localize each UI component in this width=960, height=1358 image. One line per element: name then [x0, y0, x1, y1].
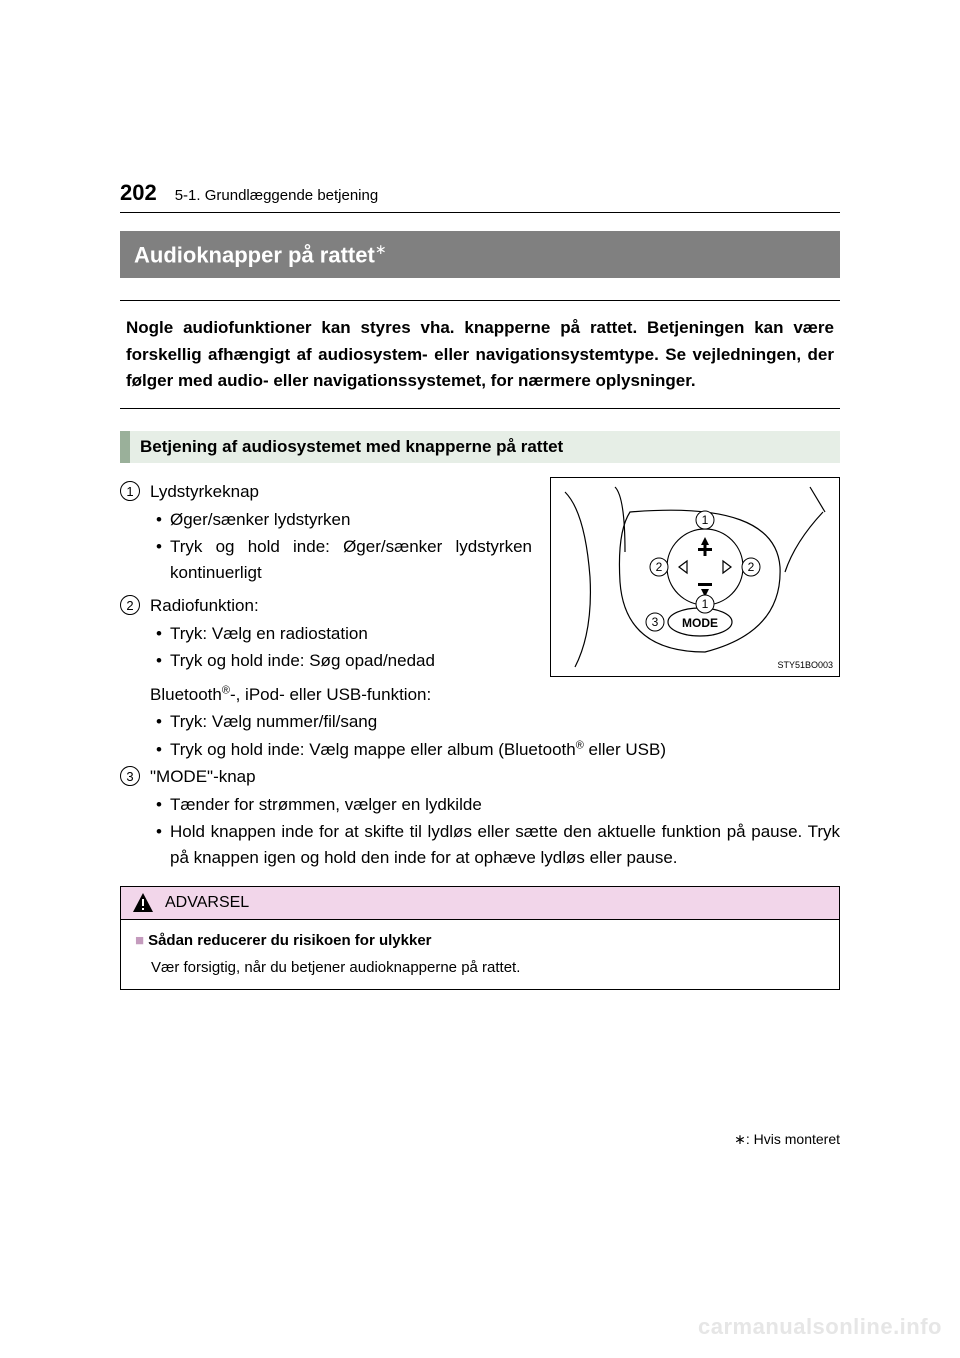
warning-head-text: ADVARSEL: [165, 891, 249, 915]
item-body: "MODE"-knap Tænder for strømmen, vælger …: [150, 764, 840, 872]
bullet: Tryk og hold inde: Øger/sænker lydstyrke…: [156, 534, 532, 585]
callout: 1: [702, 597, 709, 611]
footnote-text: : Hvis monteret: [746, 1131, 840, 1147]
item-label: Lydstyrkeknap: [150, 479, 532, 505]
bullet-list: Tryk: Vælg nummer/fil/sang Tryk og hold …: [150, 709, 840, 762]
bluetooth-block: Bluetooth®-, iPod- eller USB-funktion: T…: [150, 682, 840, 763]
page: 202 5-1. Grundlæggende betjening Audiokn…: [0, 0, 960, 1358]
title-text: Audioknapper på rattet: [134, 242, 375, 267]
warning-icon: [131, 891, 155, 915]
bt-b2b: eller USB): [584, 740, 666, 759]
bullet: Tænder for strømmen, vælger en lydkilde: [156, 792, 840, 818]
callout: 3: [652, 615, 659, 629]
body-area: 1 Lydstyrkeknap Øger/sænker lydstyrken T…: [120, 477, 840, 990]
title-marker: ∗: [375, 241, 387, 257]
mode-label: MODE: [682, 616, 718, 630]
subheading-text: Betjening af audiosystemet med knapperne…: [140, 437, 563, 456]
bullet-list: Tænder for strømmen, vælger en lydkilde …: [150, 792, 840, 871]
bullet: Tryk: Vælg en radiostation: [156, 621, 532, 647]
callout: 2: [656, 560, 663, 574]
figure-code: STY51BO003: [777, 659, 833, 673]
section-label: 5-1. Grundlæggende betjening: [175, 187, 378, 204]
footnote-marker: ∗: [734, 1131, 746, 1147]
item-body: Lydstyrkeknap Øger/sænker lydstyrken Try…: [150, 479, 532, 587]
registered-icon: ®: [222, 684, 230, 696]
item-label: "MODE"-knap: [150, 764, 840, 790]
warning-head: ADVARSEL: [121, 887, 839, 920]
bullet: Tryk: Vælg nummer/fil/sang: [156, 709, 840, 735]
circled-number: 1: [120, 481, 140, 501]
warning-body: ■Sådan reducerer du risikoen for ulykker…: [121, 920, 839, 989]
item-2: 2 Radiofunktion: Tryk: Vælg en radiostat…: [120, 593, 532, 676]
bullet: Tryk og hold inde: Vælg mappe eller albu…: [156, 737, 840, 763]
warning-box: ADVARSEL ■Sådan reducerer du risikoen fo…: [120, 886, 840, 990]
warning-body-text: Vær forsigtig, når du betjener audioknap…: [135, 957, 825, 980]
intro-box: Nogle audiofunktioner kan styres vha. kn…: [120, 300, 840, 409]
bullet-list: Tryk: Vælg en radiostation Tryk og hold …: [150, 621, 532, 674]
item-3: 3 "MODE"-knap Tænder for strømmen, vælge…: [120, 764, 840, 872]
intro-text: Nogle audiofunktioner kan styres vha. kn…: [126, 318, 834, 390]
subheading: Betjening af audiosystemet med knapperne…: [120, 431, 840, 463]
item-label: Radiofunktion:: [150, 593, 532, 619]
bt-prefix: Bluetooth: [150, 685, 222, 704]
steering-wheel-controls-icon: MODE 1 2 2 1 3: [555, 482, 835, 672]
bullet: Hold knappen inde for at skifte til lydl…: [156, 819, 840, 870]
page-number: 202: [120, 180, 157, 206]
header-rule: [120, 212, 840, 213]
col-text: 1 Lydstyrkeknap Øger/sænker lydstyrken T…: [120, 477, 532, 682]
callout: 2: [748, 560, 755, 574]
item-body: Radiofunktion: Tryk: Vælg en radiostatio…: [150, 593, 532, 676]
circled-number: 3: [120, 766, 140, 786]
bullet: Tryk og hold inde: Søg opad/nedad: [156, 648, 532, 674]
bt-b2a: Tryk og hold inde: Vælg mappe eller albu…: [170, 740, 576, 759]
callout: 1: [702, 513, 709, 527]
registered-icon: ®: [576, 739, 584, 751]
title-bar: Audioknapper på rattet∗: [120, 231, 840, 278]
bullet-list: Øger/sænker lydstyrken Tryk og hold inde…: [150, 507, 532, 586]
item-1: 1 Lydstyrkeknap Øger/sænker lydstyrken T…: [120, 479, 532, 587]
watermark: carmanualsonline.info: [698, 1314, 942, 1340]
row-with-figure: 1 Lydstyrkeknap Øger/sænker lydstyrken T…: [120, 477, 840, 682]
bluetooth-line: Bluetooth®-, iPod- eller USB-funktion:: [150, 682, 840, 708]
warning-title: ■Sådan reducerer du risikoen for ulykker: [135, 930, 825, 953]
bt-suffix: -, iPod- eller USB-funktion:: [230, 685, 431, 704]
page-header: 202 5-1. Grundlæggende betjening: [120, 180, 840, 206]
warning-title-text: Sådan reducerer du risikoen for ulykker: [148, 932, 431, 949]
figure-box: MODE 1 2 2 1 3 STY51BO003: [550, 477, 840, 677]
circled-number: 2: [120, 595, 140, 615]
square-bullet-icon: ■: [135, 932, 144, 949]
footnote: ∗: Hvis monteret: [734, 1131, 840, 1148]
bullet: Øger/sænker lydstyrken: [156, 507, 532, 533]
